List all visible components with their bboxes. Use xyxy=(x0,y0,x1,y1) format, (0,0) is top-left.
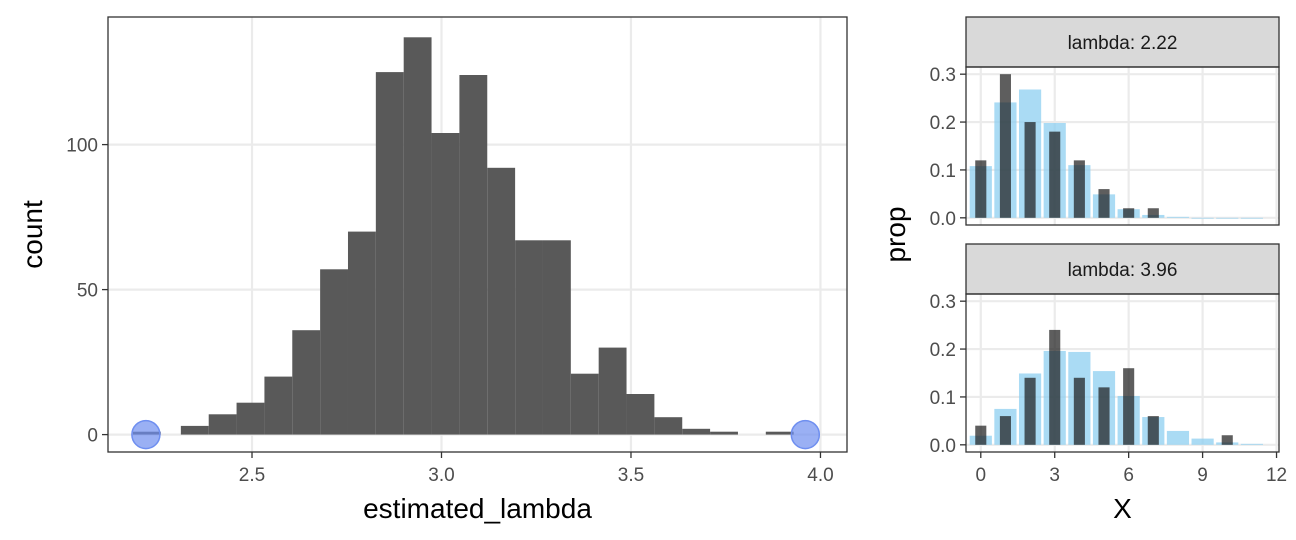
x-tick-label: 3 xyxy=(1049,465,1060,486)
histogram-bar xyxy=(431,133,460,435)
histogram-bar xyxy=(375,72,404,435)
observed-bar xyxy=(999,74,1011,218)
facet-strip-label: lambda: 3.96 xyxy=(1068,260,1178,281)
histogram-panel-border xyxy=(107,16,848,453)
facet-y-axis-title: prop xyxy=(880,206,911,262)
histogram-x-axis-title: estimated_lambda xyxy=(363,493,592,524)
facet-panel-lambda-2-22: lambda: 2.22 0.0 0.1 0.2 0.3 xyxy=(930,16,1280,230)
observed-bar xyxy=(1147,208,1159,218)
observed-bar xyxy=(975,425,987,445)
y-tick-label: 0.3 xyxy=(930,65,956,86)
histogram-bar xyxy=(264,376,293,435)
observed-bar xyxy=(1123,368,1135,445)
histogram-bar xyxy=(570,373,599,435)
histogram-bar xyxy=(292,330,321,435)
observed-bar xyxy=(999,416,1011,445)
observed-bar xyxy=(1073,160,1085,218)
histogram-bar xyxy=(515,240,543,435)
histogram-bar xyxy=(710,431,738,435)
y-tick-label: 0.3 xyxy=(930,292,956,313)
facet-x-axis-title: X xyxy=(1113,493,1132,524)
observed-bar xyxy=(1024,122,1036,218)
y-tick-label: 0.0 xyxy=(930,209,956,230)
y-tick-label: 0 xyxy=(87,426,98,447)
theoretical-bar xyxy=(1240,217,1263,219)
observed-bar xyxy=(1123,208,1135,218)
histogram-bar xyxy=(682,428,711,435)
theoretical-bar xyxy=(1191,217,1214,219)
y-tick-label: 0.1 xyxy=(930,161,956,182)
observed-bar xyxy=(1221,435,1233,445)
histogram-bar xyxy=(626,394,655,435)
histogram-x-ticks: 2.5 3.0 3.5 4.0 xyxy=(239,452,834,486)
observed-bar xyxy=(1049,329,1061,445)
highlight-point xyxy=(131,419,161,450)
x-tick-label: 6 xyxy=(1123,465,1134,486)
x-tick-label: 3.5 xyxy=(618,465,644,486)
histogram-bars xyxy=(132,37,794,435)
x-tick-label: 12 xyxy=(1266,465,1287,486)
facet-strip xyxy=(965,16,1280,68)
facet-strip-label: lambda: 2.22 xyxy=(1068,33,1178,54)
histogram-bar xyxy=(654,417,683,435)
highlight-point xyxy=(790,419,821,450)
observed-bar xyxy=(1098,387,1110,445)
facet-panel-lambda-3-96: lambda: 3.96 0.0 0.1 0.2 0.3 0 3 6 9 12 xyxy=(930,243,1287,486)
histogram-bar xyxy=(236,402,265,435)
highlight-points xyxy=(131,419,821,450)
histogram-bar xyxy=(320,269,348,435)
observed-bar xyxy=(975,160,987,218)
y-tick-label: 0.0 xyxy=(930,436,956,457)
x-tick-label: 9 xyxy=(1197,465,1208,486)
theoretical-bar xyxy=(1240,443,1263,445)
observed-bar xyxy=(1147,416,1159,445)
histogram-bar xyxy=(765,431,794,435)
observed-bar xyxy=(1049,131,1061,218)
facet-panel-border xyxy=(965,293,1280,453)
histogram-bar xyxy=(598,347,627,435)
histogram-bar xyxy=(403,37,432,435)
theoretical-bar xyxy=(1216,217,1239,219)
y-tick-label: 0.2 xyxy=(930,113,956,134)
y-tick-label: 0.2 xyxy=(930,340,956,361)
histogram-y-axis-title: count xyxy=(17,200,48,269)
observed-bar xyxy=(1073,377,1085,445)
y-tick-label: 0.1 xyxy=(930,388,956,409)
theoretical-bar xyxy=(1166,430,1190,445)
histogram-y-ticks: 0 50 100 xyxy=(66,136,108,447)
x-tick-label: 0 xyxy=(975,465,986,486)
theoretical-bar xyxy=(1191,438,1214,445)
facet-panel-border xyxy=(965,66,1280,226)
x-tick-label: 3.0 xyxy=(428,465,454,486)
x-tick-label: 2.5 xyxy=(239,465,265,486)
observed-bar xyxy=(1098,189,1110,218)
x-tick-label: 4.0 xyxy=(807,465,833,486)
histogram-bar xyxy=(347,231,376,435)
y-tick-label: 50 xyxy=(77,281,98,302)
y-tick-label: 100 xyxy=(66,136,98,157)
observed-bar xyxy=(1024,377,1036,445)
histogram-bar xyxy=(487,167,516,435)
histogram-bar xyxy=(459,75,488,435)
histogram-bar xyxy=(542,240,571,435)
theoretical-bar xyxy=(1166,216,1190,218)
histogram-bar xyxy=(208,414,237,435)
histogram-bar xyxy=(180,425,209,435)
